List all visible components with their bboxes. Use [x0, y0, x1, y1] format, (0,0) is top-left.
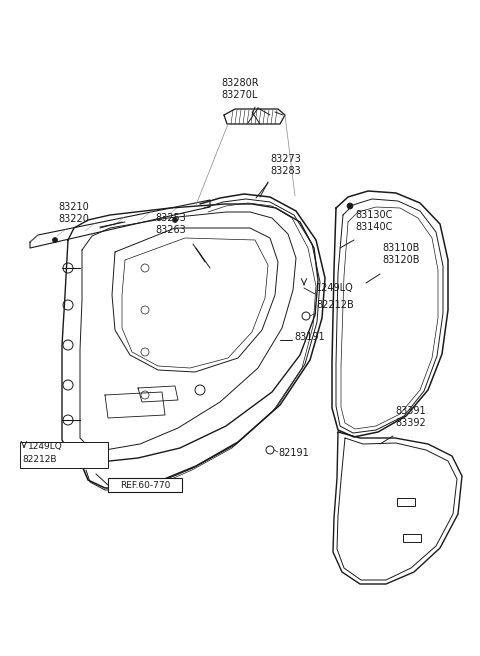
Text: 83273
83283: 83273 83283	[270, 154, 301, 176]
Bar	[403, 534, 421, 542]
Text: 83110B
83120B: 83110B 83120B	[382, 243, 420, 265]
Text: 82212B: 82212B	[22, 455, 57, 464]
Text: REF.60-770: REF.60-770	[120, 480, 170, 489]
Text: 83130C
83140C: 83130C 83140C	[355, 211, 392, 232]
Circle shape	[347, 203, 353, 209]
Text: 82191: 82191	[278, 448, 309, 458]
Circle shape	[172, 218, 178, 222]
Text: 83391
83392: 83391 83392	[395, 407, 426, 428]
Text: 82212B: 82212B	[316, 300, 354, 310]
Text: 83253
83263: 83253 83263	[155, 213, 186, 235]
Circle shape	[52, 237, 58, 243]
Text: 1249LQ: 1249LQ	[28, 443, 63, 451]
FancyBboxPatch shape	[108, 478, 182, 492]
Text: 83191: 83191	[294, 332, 324, 342]
Text: 83210
83220: 83210 83220	[58, 203, 89, 224]
Bar	[397, 498, 415, 506]
Text: 83280R
83270L: 83280R 83270L	[221, 79, 259, 100]
Text: 1249LQ: 1249LQ	[316, 283, 354, 293]
FancyBboxPatch shape	[20, 442, 108, 468]
